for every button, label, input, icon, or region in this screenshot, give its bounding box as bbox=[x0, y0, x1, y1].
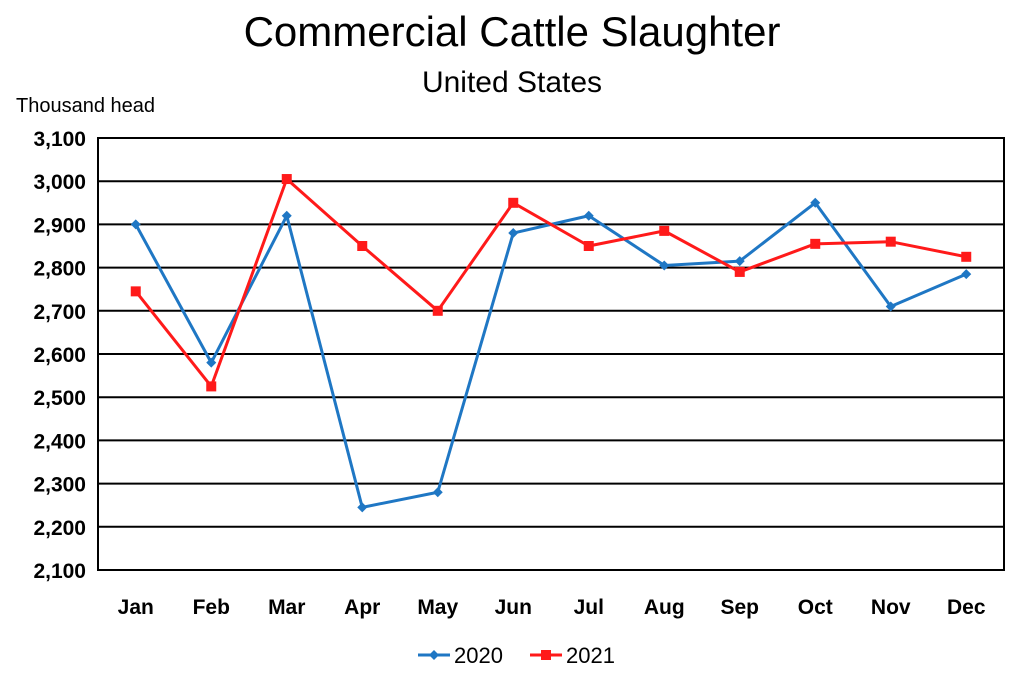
x-tick-label: Sep bbox=[720, 596, 759, 619]
chart-subtitle: United States bbox=[422, 66, 602, 99]
x-tick-label: Feb bbox=[193, 596, 230, 619]
y-tick-label: 2,500 bbox=[33, 387, 86, 410]
y-tick-label: 2,800 bbox=[33, 258, 86, 281]
data-point-2021 bbox=[885, 236, 896, 247]
data-point-2020 bbox=[508, 228, 519, 239]
legend-label-2021: 2021 bbox=[566, 643, 615, 668]
data-point-2020 bbox=[885, 301, 896, 312]
data-point-2021 bbox=[206, 381, 217, 392]
data-point-2020 bbox=[734, 256, 745, 267]
legend-marker-2021 bbox=[541, 650, 551, 660]
data-point-2021 bbox=[432, 305, 443, 316]
data-point-2021 bbox=[810, 238, 821, 249]
series-group bbox=[130, 174, 972, 513]
x-tick-label: Aug bbox=[644, 596, 685, 619]
legend: 2020 2021 bbox=[418, 643, 615, 668]
y-axis-ticks: 2,100 2,200 2,300 2,400 2,500 2,600 2,700 2,800… bbox=[33, 128, 86, 583]
data-point-2020 bbox=[810, 197, 821, 208]
data-point-2020 bbox=[432, 487, 443, 498]
x-tick-label: Nov bbox=[871, 596, 911, 619]
plot-area-border bbox=[97, 137, 1005, 571]
y-tick-label: 2,900 bbox=[33, 214, 86, 237]
x-tick-label: Jan bbox=[118, 596, 154, 619]
y-tick-label: 2,400 bbox=[33, 430, 86, 453]
x-tick-label: Jul bbox=[574, 596, 604, 619]
y-tick-label: 2,200 bbox=[33, 517, 86, 540]
data-point-2020 bbox=[130, 219, 141, 230]
y-axis-unit-label: Thousand head bbox=[16, 95, 155, 117]
data-point-2021 bbox=[734, 266, 745, 277]
x-axis-ticks: Jan Feb Mar Apr May Jun Jul Aug Sep Oct Nov Dec bbox=[118, 596, 986, 619]
grid bbox=[97, 137, 1005, 571]
data-point-2021 bbox=[508, 197, 519, 208]
y-tick-label: 2,600 bbox=[33, 344, 86, 367]
data-point-2020 bbox=[659, 260, 670, 271]
series-line-2021 bbox=[134, 177, 967, 388]
data-point-2020 bbox=[583, 210, 594, 221]
x-tick-label: Mar bbox=[268, 596, 305, 619]
data-point-2020 bbox=[206, 357, 217, 368]
y-tick-label: 2,100 bbox=[33, 560, 86, 583]
data-point-2021 bbox=[961, 251, 972, 262]
y-tick-label: 2,700 bbox=[33, 301, 86, 324]
chart-title: Commercial Cattle Slaughter bbox=[244, 8, 781, 55]
y-tick-label: 3,000 bbox=[33, 171, 86, 194]
data-point-2021 bbox=[659, 225, 670, 236]
data-point-2021 bbox=[583, 241, 594, 251]
data-point-2020 bbox=[281, 210, 292, 221]
x-tick-label: Apr bbox=[344, 596, 380, 619]
y-tick-label: 2,300 bbox=[33, 474, 86, 497]
data-point-2021 bbox=[357, 241, 368, 251]
data-point-2020 bbox=[357, 502, 368, 513]
legend-label-2020: 2020 bbox=[454, 643, 503, 668]
data-point-2021 bbox=[281, 174, 292, 185]
data-point-2021 bbox=[130, 286, 141, 297]
legend-marker-2020 bbox=[429, 650, 439, 660]
x-tick-label: Jun bbox=[495, 596, 532, 619]
x-tick-label: May bbox=[417, 596, 458, 619]
data-point-2020 bbox=[961, 269, 972, 280]
y-tick-label: 3,100 bbox=[33, 128, 86, 151]
x-tick-label: Oct bbox=[798, 596, 833, 619]
x-tick-label: Dec bbox=[947, 596, 986, 619]
